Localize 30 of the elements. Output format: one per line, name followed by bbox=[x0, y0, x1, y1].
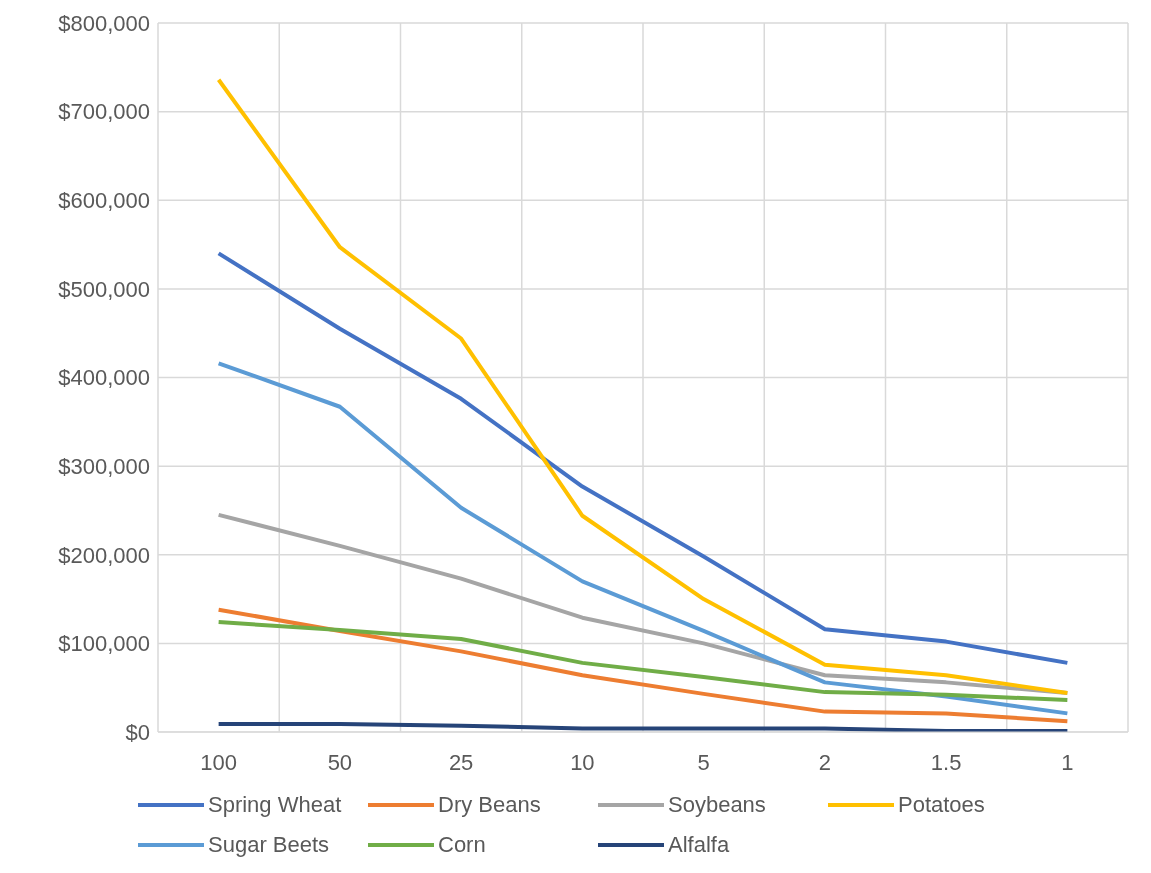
y-tick-label: $400,000 bbox=[58, 365, 150, 391]
line-series bbox=[216, 361, 1070, 716]
x-tick-label: 5 bbox=[697, 749, 710, 775]
y-tick-label: $600,000 bbox=[58, 188, 150, 214]
line-series bbox=[216, 251, 1070, 665]
legend-label: Spring Wheat bbox=[208, 792, 342, 818]
x-tick-label: 100 bbox=[200, 749, 237, 775]
x-tick-label: 1 bbox=[1061, 749, 1074, 775]
x-tick-label: 1.5 bbox=[930, 749, 962, 775]
x-tick-label: 2 bbox=[818, 749, 831, 775]
legend-label: Dry Beans bbox=[438, 792, 541, 818]
legend-label: Alfalfa bbox=[668, 832, 730, 858]
line-series bbox=[216, 77, 1070, 696]
x-tick-label: 10 bbox=[570, 749, 595, 775]
y-tick-label: $700,000 bbox=[58, 99, 150, 125]
y-tick-label: $100,000 bbox=[58, 631, 150, 657]
legend-label: Potatoes bbox=[898, 792, 985, 818]
x-tick-label: 50 bbox=[327, 749, 353, 775]
legend-label: Sugar Beets bbox=[208, 832, 330, 858]
y-tick-label: $0 bbox=[125, 719, 150, 745]
y-tick-label: $800,000 bbox=[58, 10, 150, 36]
x-tick-label: 25 bbox=[448, 749, 474, 775]
y-tick-label: $500,000 bbox=[58, 276, 150, 302]
y-tick-label: $200,000 bbox=[58, 542, 150, 568]
line-series bbox=[216, 620, 1070, 703]
line-series bbox=[216, 722, 1070, 732]
legend-label: Corn bbox=[438, 832, 486, 858]
legend-label: Soybeans bbox=[668, 792, 766, 818]
line-series bbox=[216, 607, 1070, 724]
y-tick-label: $300,000 bbox=[58, 453, 150, 479]
